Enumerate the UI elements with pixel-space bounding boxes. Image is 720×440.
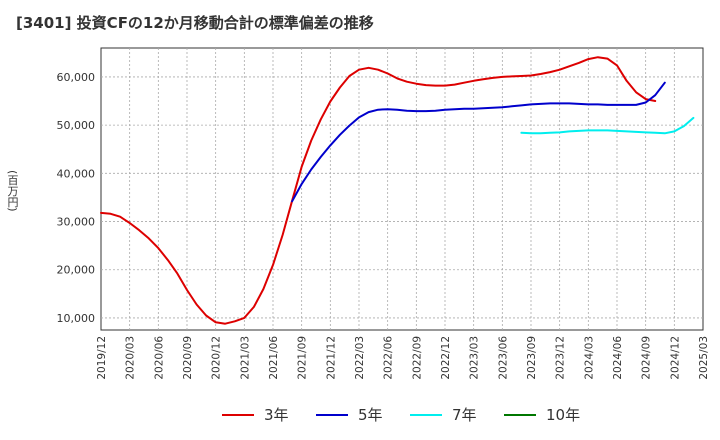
- y-tick-label: 10,000: [57, 312, 96, 325]
- x-tick-label: 2023/12: [555, 336, 567, 380]
- x-tick-label: 2024/06: [612, 336, 624, 380]
- y-tick-label: 20,000: [57, 264, 96, 277]
- x-tick-label: 2024/03: [583, 336, 595, 380]
- legend-label-3y: 3年: [264, 406, 289, 424]
- legend-item-3y: 3年: [222, 404, 289, 425]
- x-tick-label: 2021/09: [297, 336, 309, 380]
- x-tick-label: 2023/06: [497, 336, 509, 380]
- x-tick-label: 2024/12: [669, 336, 681, 380]
- x-tick-label: 2022/03: [354, 336, 366, 380]
- x-tick-label: 2021/06: [268, 336, 280, 380]
- x-tick-label: 2020/12: [211, 336, 223, 380]
- legend-swatch-10y: [504, 413, 536, 416]
- series-line-s7: [520, 116, 695, 135]
- chart-legend: 3年 5年 7年 10年: [0, 404, 720, 428]
- x-tick-label: 2023/09: [526, 336, 538, 380]
- x-tick-label: 2020/06: [153, 336, 165, 380]
- series-line-s5: [291, 81, 666, 203]
- series-line-s3: [100, 56, 657, 325]
- y-tick-label: 50,000: [57, 119, 96, 132]
- legend-swatch-3y: [222, 413, 254, 416]
- legend-item-10y: 10年: [504, 404, 580, 425]
- legend-label-5y: 5年: [358, 406, 383, 424]
- y-tick-label: 40,000: [57, 167, 96, 180]
- legend-label-10y: 10年: [546, 406, 581, 424]
- x-tick-label: 2021/12: [325, 336, 337, 380]
- x-tick-label: 2021/03: [239, 336, 251, 380]
- x-tick-label: 2025/03: [698, 336, 710, 380]
- legend-swatch-7y: [410, 413, 442, 416]
- x-tick-label: 2020/09: [182, 336, 194, 380]
- legend-label-7y: 7年: [452, 406, 477, 424]
- y-tick-label: 30,000: [57, 216, 96, 229]
- legend-item-5y: 5年: [316, 404, 383, 425]
- legend-item-7y: 7年: [410, 404, 477, 425]
- plot-area: [100, 47, 704, 331]
- y-tick-label: 60,000: [57, 71, 96, 84]
- x-tick-label: 2023/03: [469, 336, 481, 380]
- chart-title: [3401] 投資CFの12か月移動合計の標準偏差の推移: [16, 14, 374, 32]
- x-tick-label: 2022/06: [383, 336, 395, 380]
- x-tick-label: 2020/03: [125, 336, 137, 380]
- x-tick-label: 2022/12: [440, 336, 452, 380]
- y-axis-label: (百万円): [6, 170, 19, 212]
- x-tick-label: 2022/09: [411, 336, 423, 380]
- legend-swatch-5y: [316, 413, 348, 416]
- x-tick-label: 2019/12: [96, 336, 108, 380]
- x-tick-label: 2024/09: [641, 336, 653, 380]
